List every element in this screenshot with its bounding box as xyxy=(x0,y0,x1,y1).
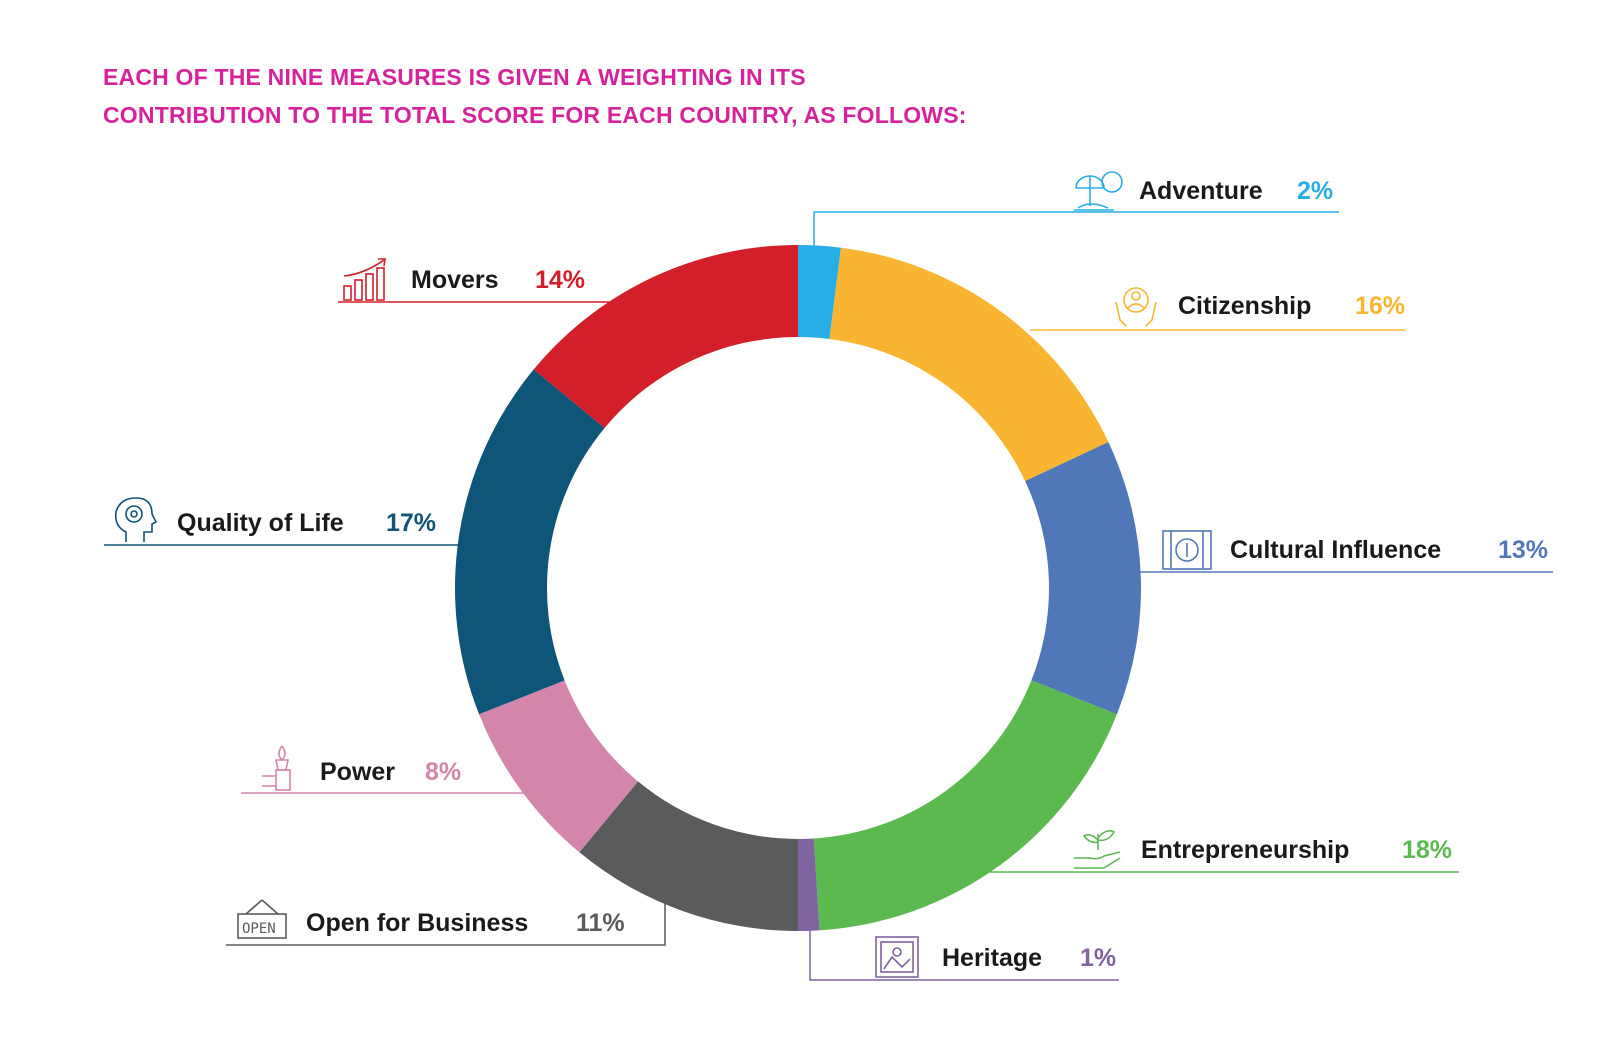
chart-title-line-1: EACH OF THE NINE MEASURES IS GIVEN A WEI… xyxy=(103,64,806,90)
chart-title: EACH OF THE NINE MEASURES IS GIVEN A WEI… xyxy=(103,58,967,134)
value-citizenship: 16% xyxy=(1355,292,1405,320)
chart-title-line-2: CONTRIBUTION TO THE TOTAL SCORE FOR EACH… xyxy=(103,102,967,128)
value-heritage: 1% xyxy=(1080,944,1116,972)
slice-movers xyxy=(533,245,798,429)
slice-open xyxy=(579,781,798,931)
leader-line-adventure xyxy=(813,211,1339,254)
slice-quality xyxy=(455,369,605,715)
label-open-for-business: Open for Business xyxy=(306,909,528,937)
slice-cultural xyxy=(1025,441,1141,715)
framed-picture-icon xyxy=(875,936,919,978)
label-cultural-influence: Cultural Influence xyxy=(1230,536,1441,564)
film-strip-icon xyxy=(1162,530,1212,570)
callout-power: Power 8% xyxy=(241,745,525,794)
svg-text:OPEN: OPEN xyxy=(242,921,276,937)
label-citizenship: Citizenship xyxy=(1178,292,1311,320)
value-adventure: 2% xyxy=(1297,177,1333,205)
callout-adventure: Adventure 2% xyxy=(813,171,1339,254)
callout-cultural-influence: Cultural Influence 13% xyxy=(1140,530,1553,573)
hand-torch-icon xyxy=(262,745,291,791)
slice-citizenship xyxy=(829,247,1109,482)
callout-movers: Movers 14% xyxy=(338,258,615,303)
callout-heritage: Heritage 1% xyxy=(809,922,1119,981)
label-quality-of-life: Quality of Life xyxy=(177,509,344,537)
value-power: 8% xyxy=(425,758,461,786)
label-heritage: Heritage xyxy=(942,944,1042,972)
open-sign-icon: OPEN xyxy=(237,899,287,939)
callout-citizenship: Citizenship 16% xyxy=(1030,287,1405,331)
value-entrepreneurship: 18% xyxy=(1402,836,1452,864)
label-entrepreneurship: Entrepreneurship xyxy=(1141,836,1349,864)
slice-adventure xyxy=(798,245,841,339)
beach-umbrella-icon xyxy=(1074,171,1123,211)
label-power: Power xyxy=(320,758,395,786)
label-adventure: Adventure xyxy=(1139,177,1263,205)
value-cultural-influence: 13% xyxy=(1498,536,1548,564)
slice-power xyxy=(479,680,639,853)
value-quality-of-life: 17% xyxy=(386,509,436,537)
hand-sprout-icon xyxy=(1074,830,1121,869)
bar-growth-icon xyxy=(343,258,386,301)
callout-open-for-business: OPEN Open for Business 11% xyxy=(226,899,666,946)
leader-line-open-for-business xyxy=(226,903,666,946)
donut-slices xyxy=(455,245,1141,931)
head-gear-icon xyxy=(114,497,158,542)
slice-entrepreneurship xyxy=(813,680,1117,931)
slice-heritage xyxy=(798,838,820,931)
callout-entrepreneurship: Entrepreneurship 18% xyxy=(990,830,1459,873)
label-movers: Movers xyxy=(411,266,499,294)
leader-line-heritage xyxy=(809,922,1119,981)
callout-quality-of-life: Quality of Life 17% xyxy=(104,497,480,546)
value-open-for-business: 11% xyxy=(576,909,625,937)
hands-person-icon xyxy=(1115,287,1157,327)
value-movers: 14% xyxy=(535,266,585,294)
